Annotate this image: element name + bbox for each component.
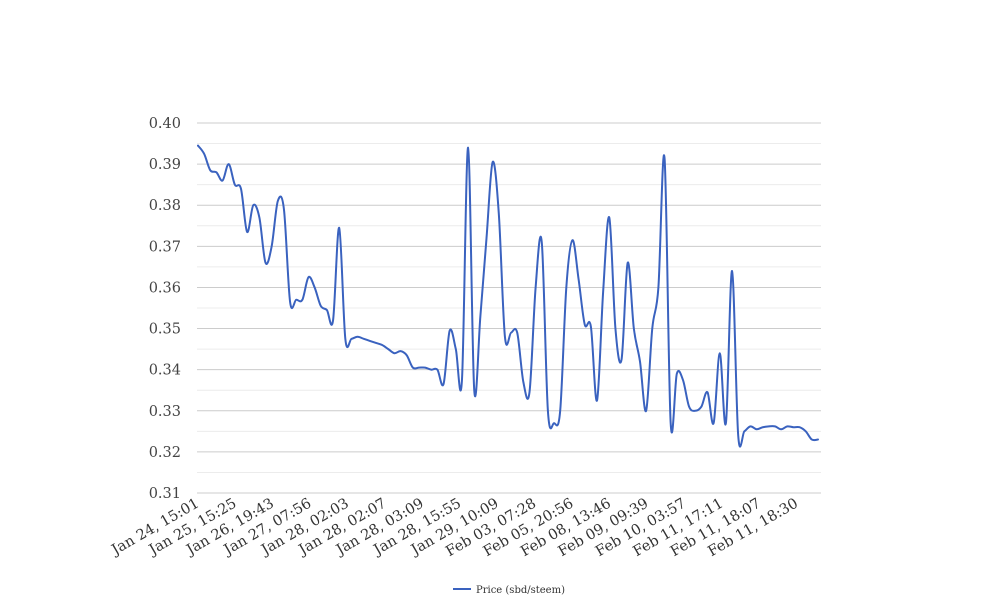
y-tick-label: 0.35: [149, 322, 181, 338]
y-tick-label: 0.37: [149, 239, 181, 255]
series-layer: [197, 144, 819, 448]
y-tick-label: 0.31: [149, 486, 181, 502]
y-tick-label: 0.34: [149, 363, 181, 379]
y-tick-label: 0.39: [149, 157, 181, 173]
y-axis: 0.40 0.39 0.38 0.37 0.36 0.35 0.34 0.33 0.32 0.31: [149, 116, 181, 502]
legend-label: Price (sbd/steem): [476, 585, 565, 596]
y-tick-label: 0.36: [149, 280, 181, 296]
legend: Price (sbd/steem): [453, 585, 565, 596]
y-tick-label: 0.32: [149, 445, 181, 461]
y-tick-label: 0.38: [149, 198, 181, 214]
y-tick-label: 0.40: [149, 116, 181, 132]
y-tick-label: 0.33: [149, 404, 181, 420]
grid: [197, 122, 821, 494]
series-line-0: [197, 144, 819, 448]
